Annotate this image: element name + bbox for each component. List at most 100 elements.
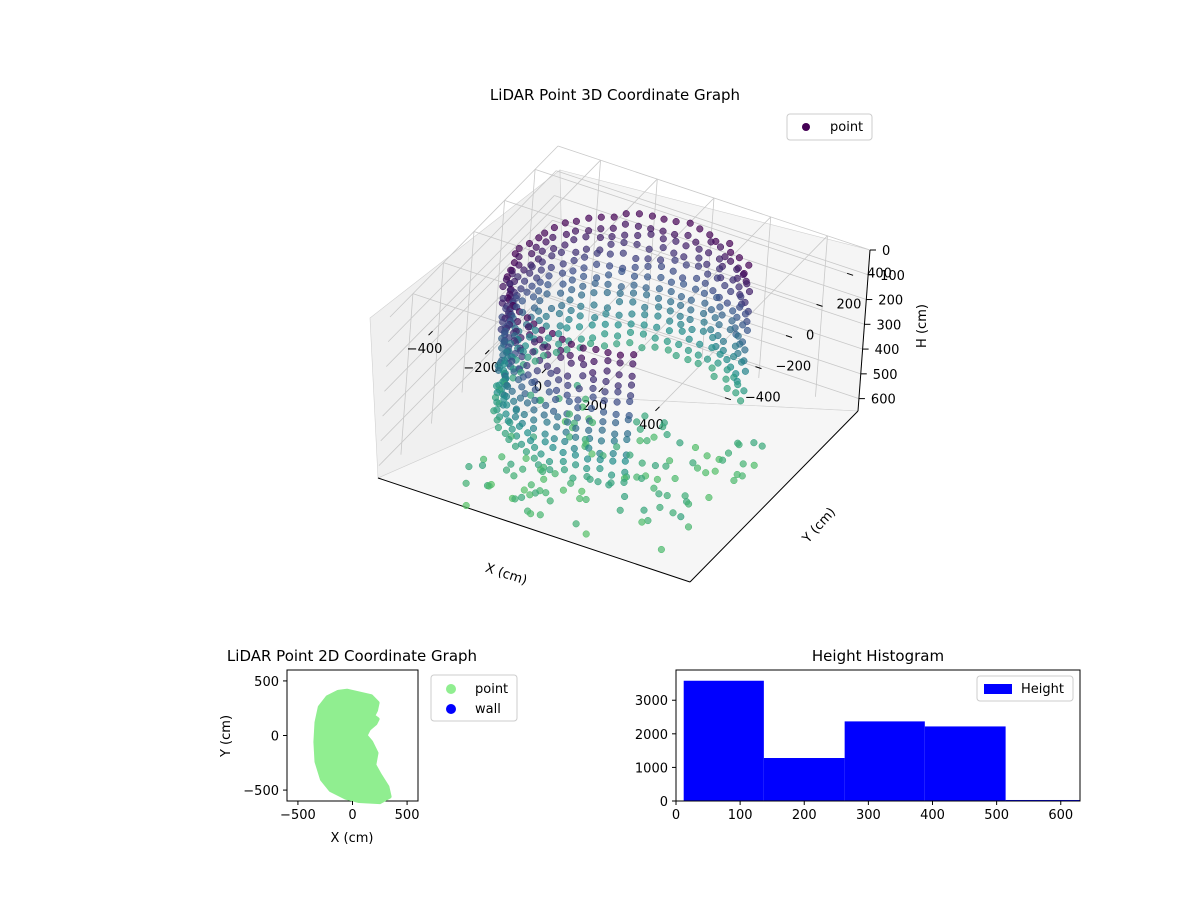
chart3d-point [565, 410, 573, 418]
chart3d-point [632, 254, 640, 263]
chart3d-point [572, 520, 580, 528]
grid3d-z-left [386, 195, 555, 367]
chart3d-point [716, 265, 724, 273]
grid3d-z-back [556, 170, 869, 276]
chart3d-point [721, 282, 729, 290]
chart3d-point [598, 426, 606, 434]
histogram-ytick-label: 3000 [635, 694, 668, 709]
histogram-legend-swatch [984, 684, 1012, 694]
chart3d-point [566, 296, 574, 304]
chart3d-point [526, 491, 534, 499]
grid3d-y-wall [492, 200, 505, 362]
chart3d-point [540, 475, 548, 483]
chart3d-point [707, 326, 715, 334]
chart3d-point [536, 511, 544, 519]
chart3d-point [601, 330, 609, 338]
chart3d-point [705, 249, 713, 257]
chart3d-point [638, 344, 646, 352]
chart3d-point [705, 493, 713, 502]
chart3d-point [630, 272, 639, 280]
chart3d-point [738, 358, 746, 366]
chart3d-point [548, 252, 556, 260]
chart3d-point [590, 301, 598, 309]
chart3d-point [512, 406, 520, 414]
chart3d-z-axis-line [857, 249, 871, 412]
chart3d-point [579, 344, 587, 352]
chart3d-point [659, 423, 667, 431]
chart3d-point [600, 397, 608, 405]
chart3d-point [531, 443, 539, 451]
histogram-ytick-label: 2000 [635, 728, 668, 743]
chart3d-point [614, 321, 622, 329]
chart3d-point [555, 340, 563, 348]
chart3d-point [667, 288, 675, 296]
chart3d-point [687, 296, 695, 304]
chart3d-point [633, 418, 641, 426]
chart3d-point [666, 457, 674, 465]
chart3d-point [528, 282, 536, 290]
chart3d-xtick-label: −200 [463, 361, 499, 376]
chart3d-point [723, 356, 731, 364]
chart3d-point [644, 273, 652, 281]
chart3d-y-axis-line [689, 410, 859, 583]
chart3d-point [565, 397, 573, 406]
chart3d-point [605, 271, 613, 279]
chart3d-point [610, 213, 618, 221]
chart3d-point [518, 297, 526, 305]
chart3d-point [651, 343, 659, 351]
chart3d-point [593, 249, 601, 257]
chart3d-point [539, 343, 547, 351]
chart3d-point [618, 267, 626, 276]
chart3d-point [734, 381, 742, 389]
chart3d-point [639, 330, 647, 338]
histogram-xtick-label: 100 [728, 808, 753, 823]
chart3d-point [640, 506, 648, 514]
chart3d-point [542, 238, 550, 246]
chart3d-point [553, 423, 561, 431]
histogram-xtick-label: 200 [792, 808, 817, 823]
chart3d-point [604, 349, 612, 357]
chart3d-point [602, 377, 610, 386]
chart3d-point [553, 367, 561, 375]
chart3d-point [684, 356, 692, 364]
chart3d-point [684, 523, 693, 531]
chart3d-point [621, 492, 629, 501]
chart3d-point [565, 316, 573, 324]
chart3d-ztick-label: 200 [878, 294, 903, 309]
chart3d-point [627, 320, 635, 328]
chart3d-point [623, 435, 631, 444]
chart3d-point [626, 451, 634, 459]
chart3d-point [719, 337, 727, 345]
chart3d-point [621, 231, 629, 239]
chart3d-point [601, 388, 609, 396]
chart3d-point [554, 413, 562, 421]
chart3d-ztick-label: 0 [882, 244, 890, 259]
histogram-bar [924, 726, 1006, 801]
chart3d-point [685, 500, 693, 508]
chart3d-point [692, 285, 700, 293]
chart2d-xtick-label: −500 [280, 808, 316, 823]
chart3d-point [591, 314, 599, 322]
chart2d-ytick-label: 0 [271, 730, 279, 745]
chart3d-point [615, 371, 623, 379]
chart3d-point [502, 410, 510, 418]
chart3d-point [532, 243, 540, 251]
chart3d-point [648, 212, 656, 220]
chart3d-point [576, 312, 584, 320]
chart2d-plot-area [313, 688, 392, 805]
chart3d-point [531, 338, 539, 346]
chart3d-point [613, 340, 621, 348]
chart3d-point [508, 387, 516, 395]
chart3d-point [713, 274, 721, 282]
chart3d-point [727, 257, 735, 265]
chart3d-point [671, 256, 679, 264]
chart3d-ztick-label: 100 [880, 269, 905, 284]
chart3d-point [691, 443, 700, 452]
chart3d-point [700, 289, 708, 297]
chart3d-point [552, 348, 560, 356]
chart3d-point [741, 367, 749, 375]
histogram-xtick-label: 500 [984, 808, 1009, 823]
chart3d-point [640, 321, 648, 329]
chart3d-xtick-label: −400 [407, 342, 443, 357]
chart3d-point [708, 364, 716, 372]
